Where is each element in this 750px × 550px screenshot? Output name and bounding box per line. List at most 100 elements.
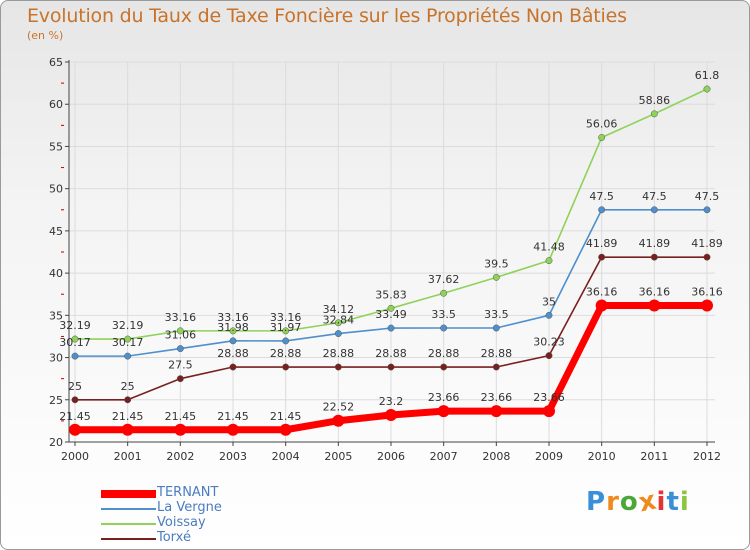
data-point [648, 299, 661, 312]
data-point [279, 423, 292, 436]
data-label: 58.86 [639, 94, 671, 107]
data-point [229, 337, 237, 345]
data-label: 21.45 [165, 410, 197, 423]
data-point [69, 423, 81, 436]
data-point [124, 396, 132, 404]
data-label: 31.98 [217, 321, 249, 334]
data-point [492, 273, 500, 281]
data-label: 41.89 [691, 237, 723, 250]
data-label: 30.17 [112, 336, 144, 349]
brand-letter: i [679, 487, 690, 517]
data-label: 47.5 [589, 190, 614, 203]
x-tick-label: 2006 [377, 450, 405, 463]
data-point [440, 324, 448, 332]
unit-label: (en %) [27, 29, 64, 42]
data-point [124, 335, 132, 343]
x-tick-label: 2005 [324, 450, 352, 463]
legend-label: Torxé [157, 530, 191, 545]
x-tick-label: 2011 [640, 450, 668, 463]
data-label: 33.5 [484, 308, 509, 321]
data-point [71, 352, 79, 360]
data-label: 33.16 [165, 311, 197, 324]
data-point [545, 311, 553, 319]
data-label: 21.45 [270, 410, 302, 423]
brand-letter: o [619, 487, 639, 517]
data-point [545, 257, 553, 265]
legend-label: La Vergne [157, 500, 222, 515]
legend-swatch [101, 537, 156, 540]
x-tick-label: 2002 [166, 450, 194, 463]
y-tick-label: 25 [49, 394, 63, 407]
x-tick-label: 2009 [535, 450, 563, 463]
grid-layer [69, 61, 715, 443]
data-point [176, 345, 184, 353]
x-tick-label: 2008 [482, 450, 510, 463]
data-point [227, 423, 239, 436]
data-point [701, 299, 713, 312]
y-tick-label: 20 [49, 436, 63, 449]
data-label: 61.8 [695, 69, 720, 82]
data-point [334, 330, 342, 338]
legend: TERNANT La Vergne Voissay Torxé [101, 485, 301, 546]
data-point [387, 324, 395, 332]
data-point [598, 134, 606, 141]
data-label: 31.97 [270, 321, 302, 334]
data-label: 23.2 [379, 395, 404, 408]
data-label: 36.16 [639, 286, 671, 299]
data-label: 34.12 [323, 303, 355, 316]
data-point [282, 327, 290, 335]
data-label: 25 [121, 380, 135, 393]
data-point [492, 363, 500, 371]
data-point [387, 363, 395, 371]
data-label: 47.5 [642, 190, 667, 203]
data-label: 31.06 [165, 329, 197, 342]
data-point [124, 352, 132, 360]
data-label: 35 [542, 295, 556, 308]
data-point [332, 414, 345, 427]
data-label: 21.45 [112, 410, 144, 423]
data-label: 41.48 [533, 241, 565, 254]
legend-item: Voissay [101, 515, 301, 531]
data-label: 33.49 [375, 308, 407, 321]
chart-title: Evolution du Taux de Taxe Foncière sur l… [27, 5, 627, 27]
data-label: 32.19 [59, 319, 91, 332]
data-label: 25 [68, 380, 82, 393]
y-tick-label: 55 [49, 140, 63, 153]
legend-swatch [101, 507, 156, 510]
data-point [334, 319, 342, 327]
legend-label: Voissay [157, 515, 206, 530]
data-label: 28.88 [375, 347, 407, 360]
y-tick-label: 45 [49, 225, 63, 238]
data-label: 35.83 [375, 288, 407, 301]
y-tick-label: 30 [49, 352, 63, 365]
x-tick-label: 2001 [114, 450, 142, 463]
legend-label: TERNANT [157, 485, 219, 500]
data-label: 32.19 [112, 319, 144, 332]
data-label: 23.66 [481, 391, 513, 404]
brand-letter: r [606, 487, 620, 517]
legend-item: TERNANT [101, 485, 301, 501]
data-label: 22.52 [323, 401, 355, 414]
x-tick-label: 2012 [693, 450, 721, 463]
data-point [334, 363, 342, 371]
x-tick-label: 2010 [588, 450, 616, 463]
data-label: 30.17 [59, 336, 91, 349]
data-label: 37.62 [428, 273, 460, 286]
data-point [490, 405, 503, 418]
data-point [437, 405, 450, 418]
data-point [385, 408, 397, 421]
data-label: 47.5 [695, 190, 720, 203]
legend-swatch [101, 522, 156, 525]
data-point [282, 337, 290, 345]
data-point [387, 304, 395, 312]
data-point [650, 110, 658, 118]
data-label: 28.88 [323, 347, 355, 360]
data-label: 41.89 [639, 237, 671, 250]
data-label: 21.45 [217, 410, 249, 423]
x-tick-label: 2004 [272, 450, 300, 463]
x-tick-label: 2003 [219, 450, 247, 463]
brand-letter: t [666, 487, 680, 517]
data-point [71, 396, 79, 404]
data-label: 36.16 [691, 286, 723, 299]
